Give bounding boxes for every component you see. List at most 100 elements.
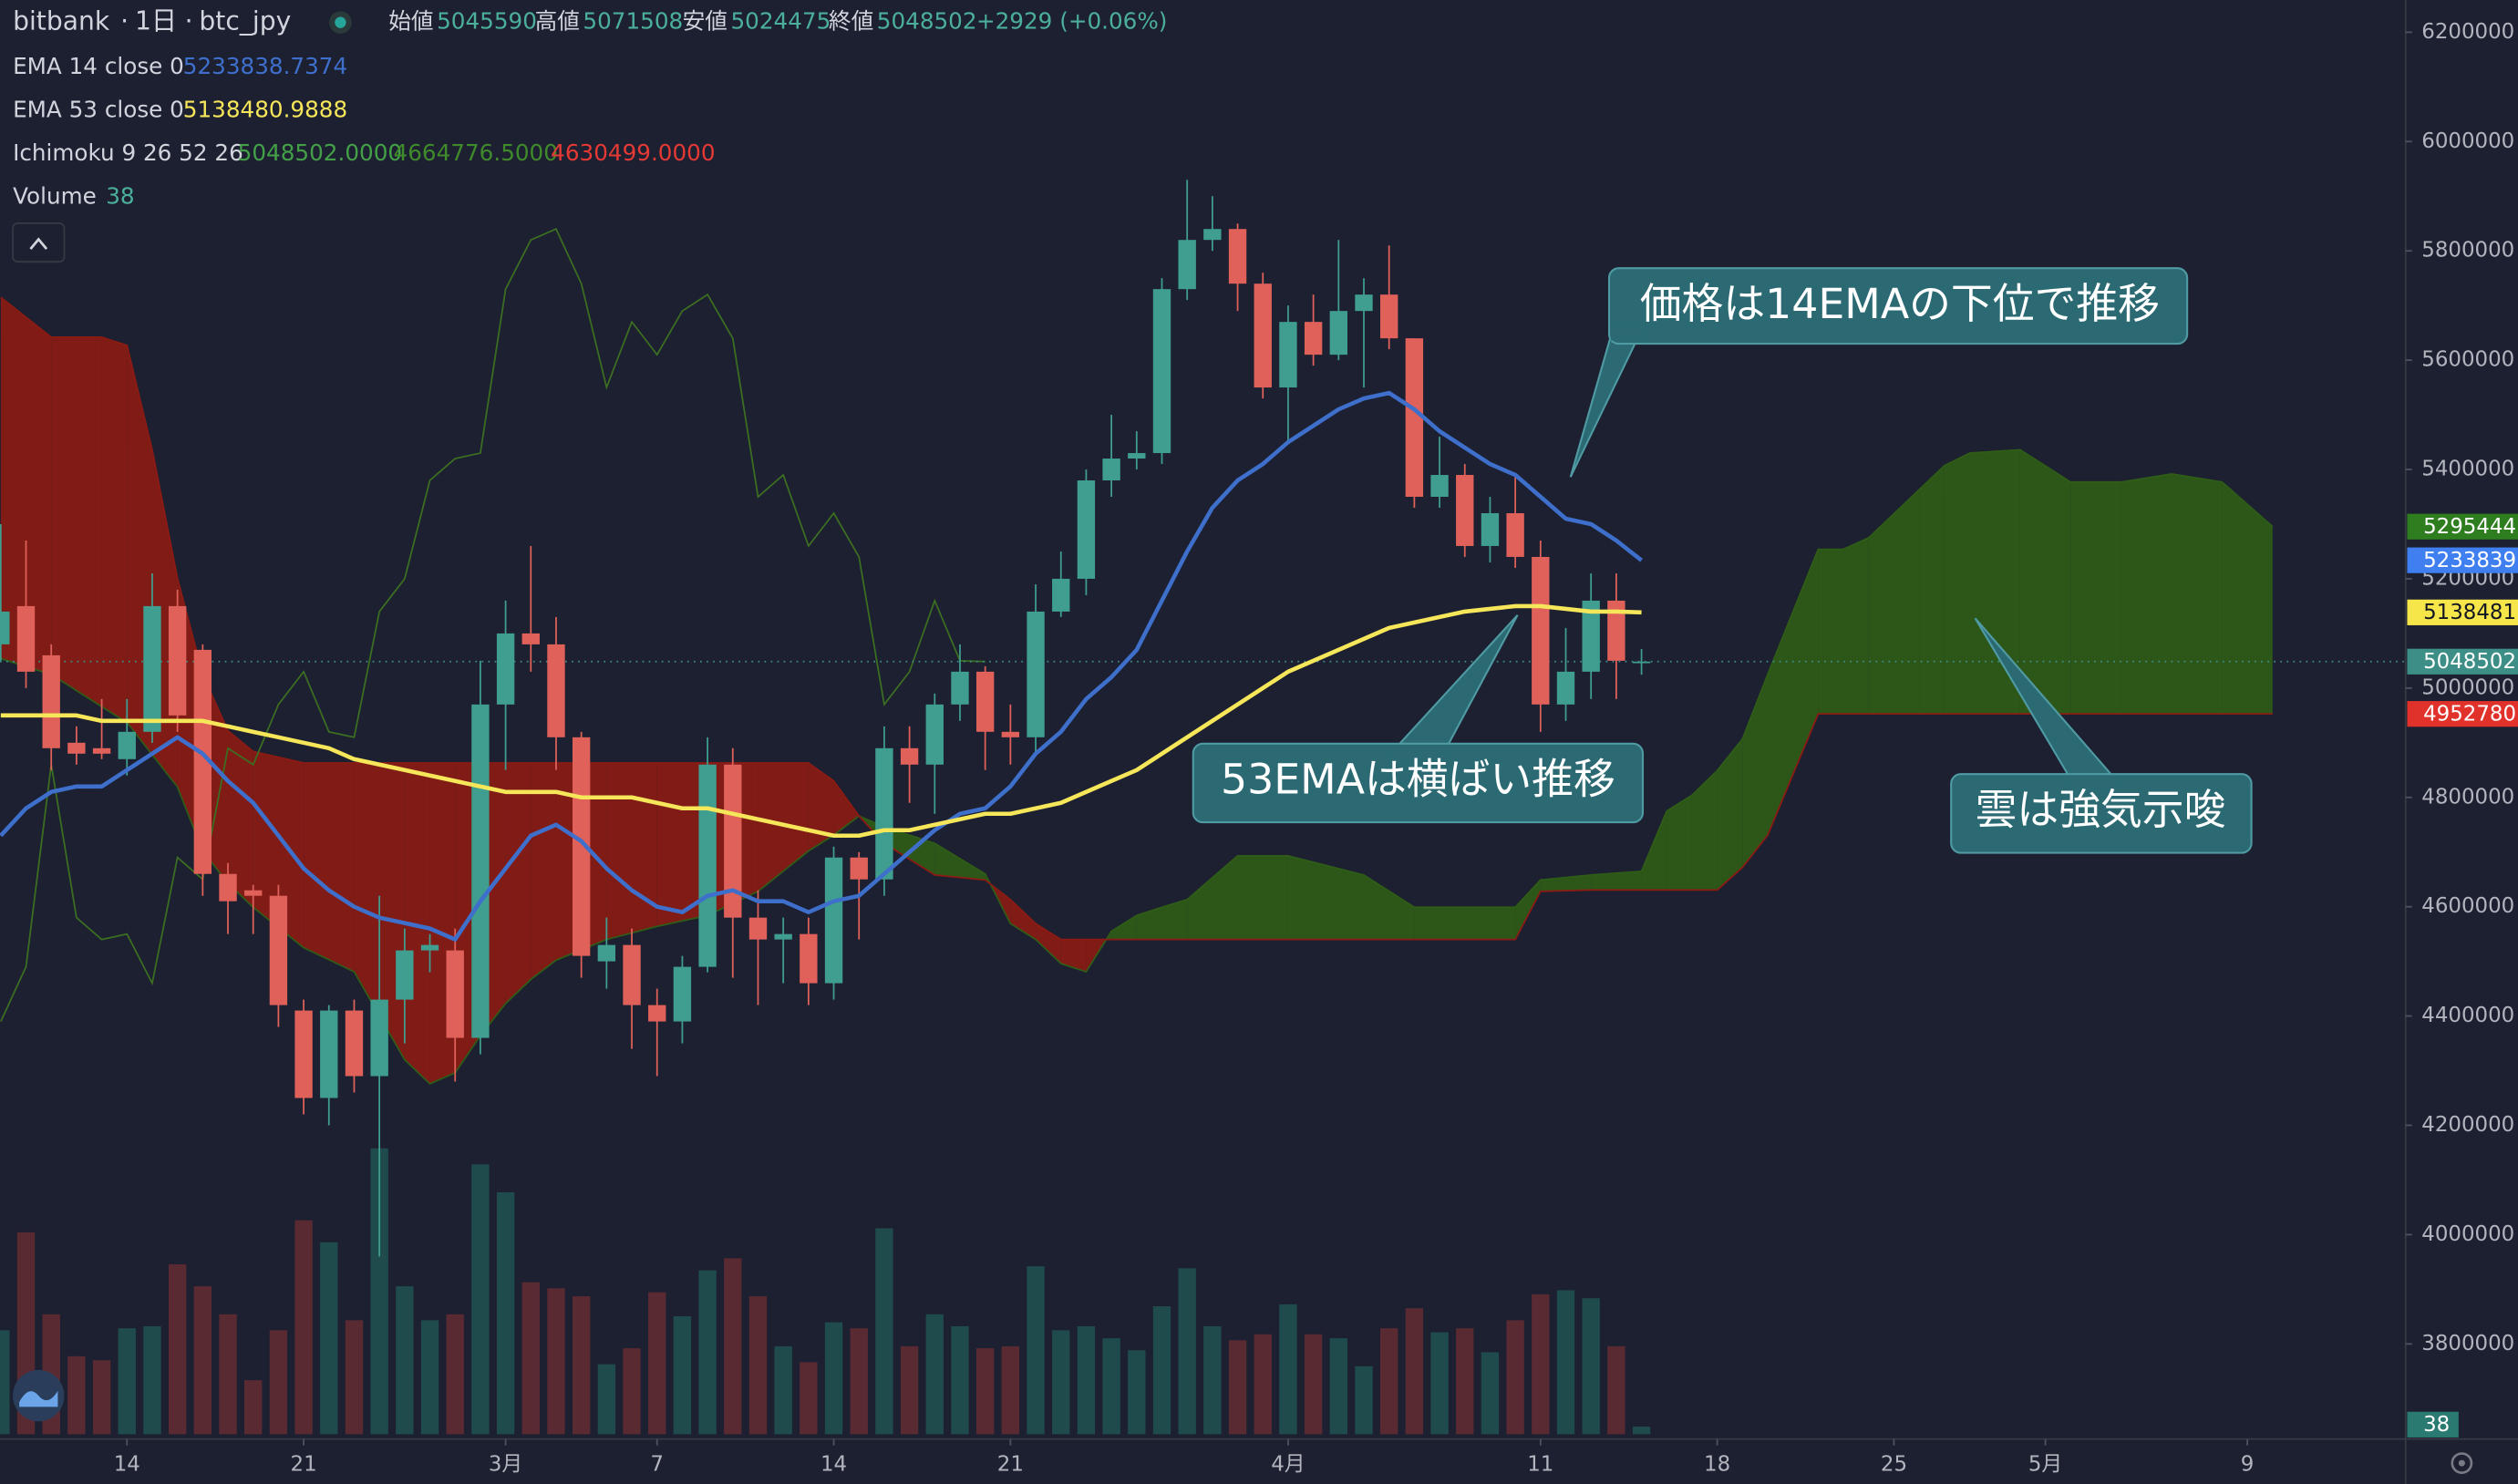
x-tick-label: 5月 [2028, 1452, 2062, 1476]
cloud-segment [1894, 490, 1920, 715]
cloud-segment [2172, 473, 2223, 715]
cloud-segment [1414, 907, 1491, 940]
volume-bar [396, 1286, 414, 1435]
settings-icon-center [2458, 1459, 2465, 1467]
candle-body [1027, 611, 1045, 737]
candle-body [572, 737, 591, 956]
volume-bar [900, 1345, 919, 1435]
volume-bar [143, 1325, 161, 1435]
x-tick-label: 11 [1527, 1452, 1553, 1476]
candle-body [168, 605, 187, 716]
collapse-icon [29, 237, 48, 250]
volume-bar [1128, 1350, 1146, 1435]
candle-body [1052, 578, 1070, 612]
cloud-segment [1363, 874, 1415, 940]
volume-bar [496, 1192, 515, 1435]
volume-bar [1203, 1325, 1222, 1435]
cloud-segment [505, 762, 531, 1004]
volume-bar [648, 1292, 666, 1435]
cloud-segment [808, 762, 834, 851]
indicator-name: Ichimoku 9 26 52 26 [13, 139, 243, 166]
callout-joint [1390, 747, 1449, 763]
candle-body [92, 747, 111, 754]
volume-badge [2407, 1411, 2459, 1438]
volume-bar [345, 1320, 364, 1435]
candle-body [16, 605, 36, 672]
x-tick-label: 4月 [1271, 1452, 1305, 1476]
candle-body [1001, 731, 1020, 737]
candle-body [1203, 229, 1222, 241]
volume-bar [244, 1380, 263, 1435]
cloud-segment [531, 762, 556, 980]
collapse-button[interactable] [12, 222, 66, 263]
cloud-segment [1868, 513, 1894, 715]
candle-body [1582, 600, 1600, 672]
candle-body [118, 731, 136, 759]
price-badge-label: 4952780 [2423, 703, 2516, 727]
x-tick-label: 21 [997, 1452, 1024, 1476]
volume-bar [1532, 1293, 1550, 1435]
candle-body [471, 704, 490, 1038]
ohlc-value: 5045590 [437, 8, 537, 35]
volume-bar [294, 1220, 313, 1435]
cloud-segment [606, 762, 657, 940]
volume-bar [1556, 1290, 1575, 1435]
x-tick-label: 3月 [489, 1452, 522, 1476]
volume-bar [1052, 1330, 1070, 1435]
candle-body [0, 611, 10, 644]
cloud-segment [101, 336, 128, 723]
volume-bar [1481, 1352, 1500, 1435]
volume-bar [1077, 1325, 1096, 1435]
candle-body [1102, 459, 1120, 481]
logo-mark [19, 1390, 58, 1407]
candle-body [496, 633, 515, 705]
volume-bar [724, 1258, 742, 1435]
volume-bar [1355, 1365, 1373, 1435]
volume-bar [673, 1315, 692, 1435]
ohlc-label: 安値 [683, 8, 728, 35]
ema-line [0, 603, 1642, 839]
volume-bar [1228, 1340, 1247, 1435]
candle-body [67, 742, 86, 754]
volume-bar [92, 1360, 111, 1435]
candle-body [446, 950, 464, 1038]
cloud-segment [1086, 939, 1107, 973]
interval: 1日 [135, 6, 177, 36]
cloud-segment [1969, 449, 2020, 715]
cloud-segment [1060, 939, 1087, 973]
x-tick-label: 14 [820, 1452, 847, 1476]
volume-bar [698, 1270, 717, 1435]
candle-body [1178, 240, 1196, 290]
volume-bar [1102, 1338, 1120, 1435]
indicator-value: 4664776.5000 [394, 139, 558, 166]
candle-body [370, 999, 388, 1077]
cloud-segment [1818, 549, 1844, 715]
candle-body [345, 1010, 364, 1077]
x-tick-label: 18 [1704, 1452, 1730, 1476]
indicator-value: 5138480.9888 [183, 97, 347, 123]
callout-box [1950, 773, 2253, 854]
candle-body [800, 933, 818, 984]
volume-bar [193, 1286, 212, 1435]
cloud-segment [2070, 481, 2121, 715]
volume-layer [0, 1148, 1651, 1435]
cloud-segment [1036, 923, 1061, 964]
axis-layer: 3800000 4000000 4200000 4400000 4600000 48000… [114, 20, 2518, 1476]
cloud-segment [404, 762, 430, 1084]
candle-body [244, 890, 263, 896]
candle-body [294, 1010, 313, 1098]
volume-bar [975, 1348, 995, 1435]
settings-icon[interactable] [2451, 1452, 2473, 1474]
cloud-segment [1843, 537, 1869, 715]
candle-body [1456, 475, 1474, 546]
candle-body [623, 944, 641, 1005]
candle-body [269, 895, 288, 1005]
separator: · [185, 6, 193, 36]
volume-bar [269, 1330, 288, 1435]
volume-bar [623, 1348, 641, 1435]
cloud-segment [1187, 855, 1238, 940]
volume-badge-label: 38 [2423, 1413, 2450, 1437]
price-badge [2407, 599, 2518, 625]
candle-body [1532, 556, 1550, 705]
